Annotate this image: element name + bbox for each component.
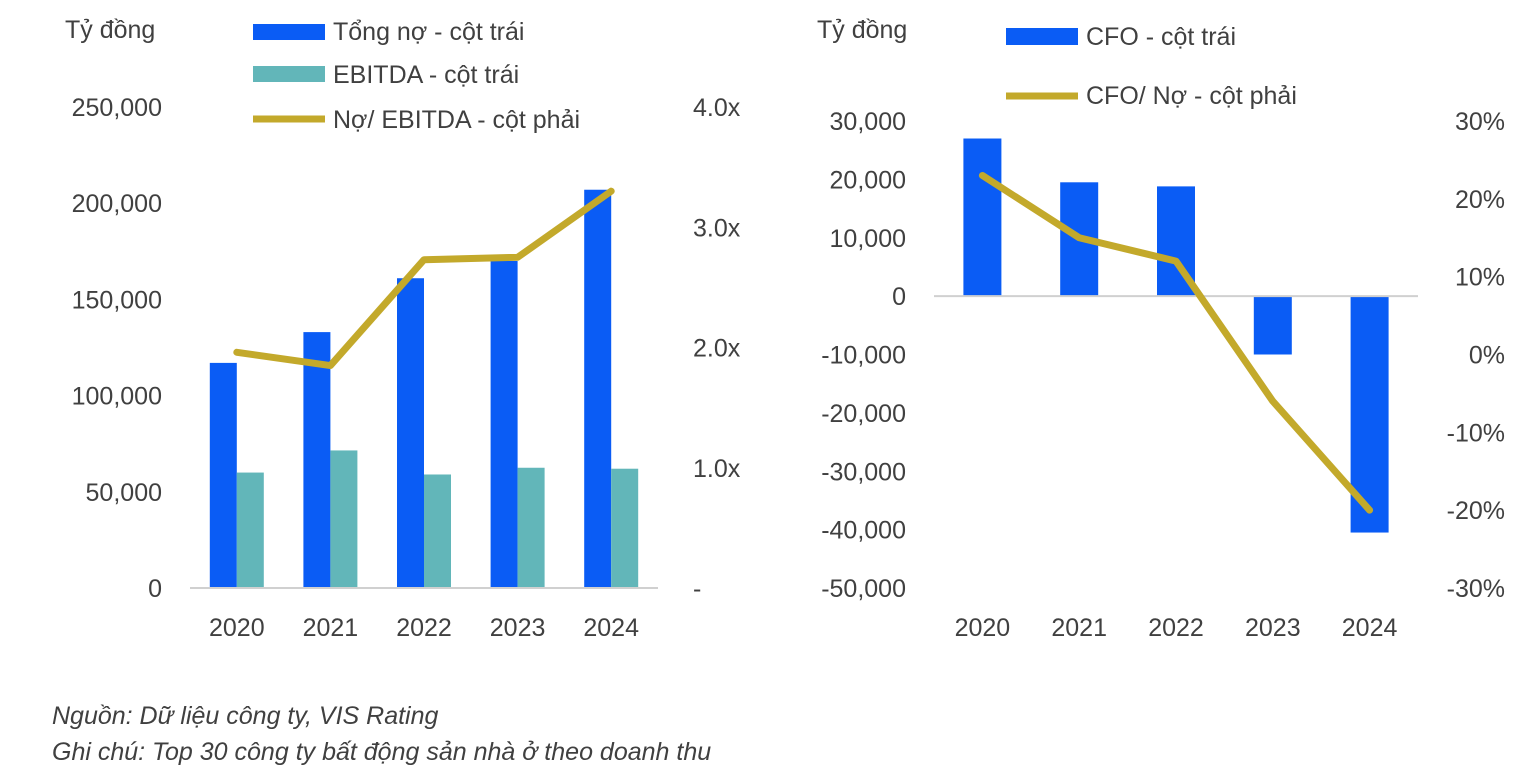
chart1-debt-bar xyxy=(303,332,331,588)
chart1-x-tick-label: 2022 xyxy=(396,614,452,642)
chart2-x-tick-label: 2020 xyxy=(955,614,1011,642)
chart1-ebitda-bar xyxy=(236,472,264,588)
chart1-legend-ratio-label: Nợ/ EBITDA - cột phải xyxy=(333,106,580,134)
chart1-debt-ebitda-line xyxy=(233,187,615,370)
chart1-debt-bar xyxy=(490,260,518,588)
chart1-y-right-tick: 2.0x xyxy=(693,335,741,363)
chart1-y-right-tick: 1.0x xyxy=(693,455,741,483)
chart2-y-left-tick: 10,000 xyxy=(830,225,906,253)
chart2-y-left-tick: -50,000 xyxy=(821,575,906,603)
chart2-y-right-tick: 10% xyxy=(1455,264,1505,292)
chart2-y-right-tick: 0% xyxy=(1469,342,1505,370)
chart1-unit-label: Tỷ đồng xyxy=(65,16,155,44)
chart1-x-tick-label: 2020 xyxy=(209,614,265,642)
chart2-x-tick-label: 2022 xyxy=(1148,614,1204,642)
footnotes: Nguồn: Dữ liệu công ty, VIS Rating Ghi c… xyxy=(52,698,711,770)
chart2-y-right-tick: -20% xyxy=(1447,497,1505,525)
chart1-legend-debt-label: Tổng nợ - cột trái xyxy=(333,18,524,46)
chart2-y-right-tick: -10% xyxy=(1447,419,1505,447)
chart2-y-left-tick: -40,000 xyxy=(821,517,906,545)
chart2-y-right-tick: 20% xyxy=(1455,186,1505,214)
chart2-y-left-tick: 0 xyxy=(892,283,906,311)
chart1-y-left-tick: 150,000 xyxy=(72,286,162,314)
chart2-cfo-bar xyxy=(1253,296,1292,355)
chart1-legend-debt-swatch xyxy=(253,24,325,40)
chart2-x-tick-label: 2023 xyxy=(1245,614,1301,642)
chart1-legend-ebitda-swatch xyxy=(253,66,325,82)
chart2-y-left-tick: -30,000 xyxy=(821,458,906,486)
chart2-unit-label: Tỷ đồng xyxy=(817,16,907,44)
chart2-y-left-tick: -20,000 xyxy=(821,400,906,428)
chart1-y-left-tick: 50,000 xyxy=(86,479,162,507)
chart1-y-left-tick: 250,000 xyxy=(72,94,162,122)
chart1-y-left-tick: 200,000 xyxy=(72,190,162,218)
chart2-y-right-tick: -30% xyxy=(1447,575,1505,603)
chart2-legend-cfo-swatch xyxy=(1006,28,1078,45)
chart1-legend-ebitda-label: EBITDA - cột trái xyxy=(333,61,519,89)
chart1-debt-bar xyxy=(209,362,237,588)
chart2-y-left-tick: 30,000 xyxy=(830,108,906,136)
chart2-x-tick-label: 2021 xyxy=(1051,614,1107,642)
chart1-x-tick-label: 2021 xyxy=(303,614,359,642)
chart1-x-tick-label: 2024 xyxy=(583,614,639,642)
chart1-x-tick-label: 2023 xyxy=(490,614,546,642)
chart2-y-right-tick: 30% xyxy=(1455,108,1505,136)
chart1-y-left-tick: 100,000 xyxy=(72,383,162,411)
chart1-y-right-tick: 3.0x xyxy=(693,214,741,242)
chart2-legend-ratio-label: CFO/ Nợ - cột phải xyxy=(1086,82,1297,110)
remark-note: Ghi chú: Top 30 công ty bất động sản nhà… xyxy=(52,738,712,766)
chart1-ebitda-bar xyxy=(424,474,451,588)
chart2-legend-cfo-label: CFO - cột trái xyxy=(1086,23,1236,51)
chart2-y-left-tick: -10,000 xyxy=(821,342,906,370)
chart1-ebitda-bar xyxy=(611,468,639,588)
chart2-cfo-bar xyxy=(963,138,1002,297)
chart1-debt-bar xyxy=(584,189,612,588)
chart2-x-tick-label: 2024 xyxy=(1342,614,1398,642)
chart2-y-left-tick: 20,000 xyxy=(830,166,906,194)
chart1-y-left-tick: 0 xyxy=(148,575,162,603)
chart1-y-right-tick: - xyxy=(693,575,701,603)
chart1-ebitda-bar xyxy=(517,467,545,588)
chart1-ebitda-bar xyxy=(330,450,358,588)
chart2-cfo-debt-line xyxy=(978,171,1374,514)
source-note: Nguồn: Dữ liệu công ty, VIS Rating xyxy=(52,702,439,730)
chart1-debt-bar xyxy=(397,278,424,588)
chart1-y-right-tick: 4.0x xyxy=(693,94,741,122)
